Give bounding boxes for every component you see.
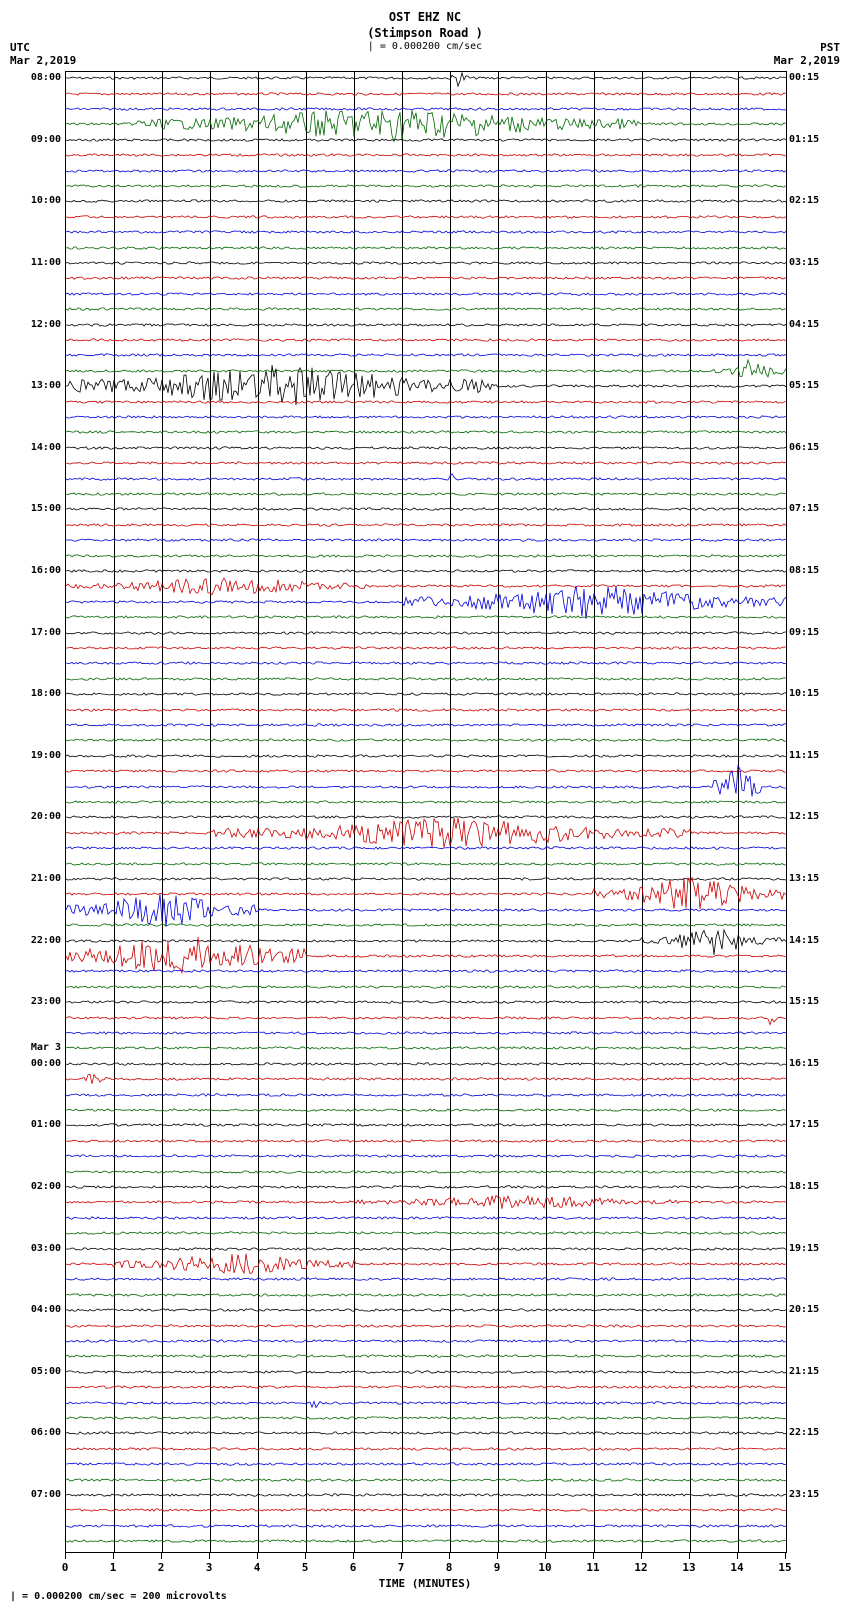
x-tick-label: 12 [634, 1561, 647, 1574]
pst-time-label: 10:15 [789, 688, 834, 699]
x-tick-label: 4 [254, 1561, 261, 1574]
pst-time-label: 17:15 [789, 1119, 834, 1130]
pst-time-label: 22:15 [789, 1427, 834, 1438]
utc-time-label: 20:00 [16, 811, 61, 822]
utc-time-label: 06:00 [16, 1427, 61, 1438]
utc-time-label: 23:00 [16, 996, 61, 1007]
chart-header: OST EHZ NC (Stimpson Road ) [10, 10, 840, 41]
x-tick [113, 1553, 114, 1559]
x-tick [353, 1553, 354, 1559]
pst-time-label: 03:15 [789, 257, 834, 268]
x-tick [401, 1553, 402, 1559]
x-tick-label: 6 [350, 1561, 357, 1574]
x-tick-label: 11 [586, 1561, 599, 1574]
utc-time-label: 17:00 [16, 627, 61, 638]
x-tick [785, 1553, 786, 1559]
x-tick-label: 15 [778, 1561, 791, 1574]
utc-time-label: 03:00 [16, 1243, 61, 1254]
pst-time-label: 20:15 [789, 1304, 834, 1315]
pst-time-label: 05:15 [789, 380, 834, 391]
utc-time-label: 14:00 [16, 442, 61, 453]
utc-time-label: 12:00 [16, 319, 61, 330]
x-tick [257, 1553, 258, 1559]
x-tick [593, 1553, 594, 1559]
x-axis: TIME (MINUTES) 0123456789101112131415 [65, 1553, 785, 1583]
pst-time-label: 21:15 [789, 1366, 834, 1377]
utc-time-label: 08:00 [16, 72, 61, 83]
footer-scale: | = 0.000200 cm/sec = 200 microvolts [10, 1591, 840, 1602]
utc-time-label: 00:00 [16, 1058, 61, 1069]
x-tick-label: 2 [158, 1561, 165, 1574]
x-tick [65, 1553, 66, 1559]
pst-time-label: 08:15 [789, 565, 834, 576]
x-tick-label: 3 [206, 1561, 213, 1574]
x-tick [737, 1553, 738, 1559]
pst-time-label: 12:15 [789, 811, 834, 822]
pst-time-label: 01:15 [789, 134, 834, 145]
x-tick-label: 10 [538, 1561, 551, 1574]
utc-time-label: 22:00 [16, 935, 61, 946]
x-tick [545, 1553, 546, 1559]
pst-time-label: 19:15 [789, 1243, 834, 1254]
utc-time-label: 05:00 [16, 1366, 61, 1377]
utc-time-label: 11:00 [16, 257, 61, 268]
pst-time-label: 04:15 [789, 319, 834, 330]
x-tick [161, 1553, 162, 1559]
x-tick-label: 8 [446, 1561, 453, 1574]
station-code: OST EHZ NC [10, 10, 840, 26]
utc-time-label: 19:00 [16, 750, 61, 761]
pst-tz: PST [820, 41, 840, 54]
pst-time-label: 02:15 [789, 195, 834, 206]
utc-time-label: 02:00 [16, 1181, 61, 1192]
x-tick [497, 1553, 498, 1559]
pst-time-label: 09:15 [789, 627, 834, 638]
utc-time-label: 04:00 [16, 1304, 61, 1315]
utc-time-label: 13:00 [16, 380, 61, 391]
x-tick [305, 1553, 306, 1559]
x-tick-label: 1 [110, 1561, 117, 1574]
x-tick-label: 14 [730, 1561, 743, 1574]
seismogram-container: OST EHZ NC (Stimpson Road ) UTC Mar 2,20… [10, 10, 840, 1602]
x-tick-label: 7 [398, 1561, 405, 1574]
x-tick [641, 1553, 642, 1559]
pst-time-label: 16:15 [789, 1058, 834, 1069]
pst-time-label: 18:15 [789, 1181, 834, 1192]
utc-time-label: 10:00 [16, 195, 61, 206]
pst-time-label: 11:15 [789, 750, 834, 761]
pst-time-label: 07:15 [789, 503, 834, 514]
utc-tz: UTC [10, 41, 30, 54]
utc-time-label: 09:00 [16, 134, 61, 145]
pst-time-label: 00:15 [789, 72, 834, 83]
x-tick-label: 13 [682, 1561, 695, 1574]
x-tick [209, 1553, 210, 1559]
utc-time-label: 16:00 [16, 565, 61, 576]
plot-area: 08:0009:0010:0011:0012:0013:0014:0015:00… [65, 71, 787, 1553]
utc-time-label: 07:00 [16, 1489, 61, 1500]
x-tick [689, 1553, 690, 1559]
x-tick-label: 5 [302, 1561, 309, 1574]
x-axis-title: TIME (MINUTES) [65, 1577, 785, 1590]
pst-time-label: 23:15 [789, 1489, 834, 1500]
utc-time-label: 18:00 [16, 688, 61, 699]
x-tick-label: 9 [494, 1561, 501, 1574]
x-tick-label: 0 [62, 1561, 69, 1574]
utc-time-label: 01:00 [16, 1119, 61, 1130]
utc-time-label: 21:00 [16, 873, 61, 884]
utc-time-label: 15:00 [16, 503, 61, 514]
pst-time-label: 13:15 [789, 873, 834, 884]
pst-time-label: 14:15 [789, 935, 834, 946]
x-tick [449, 1553, 450, 1559]
pst-time-label: 06:15 [789, 442, 834, 453]
utc-time-label: Mar 3 [16, 1042, 61, 1053]
station-name: (Stimpson Road ) [10, 26, 840, 42]
pst-time-label: 15:15 [789, 996, 834, 1007]
